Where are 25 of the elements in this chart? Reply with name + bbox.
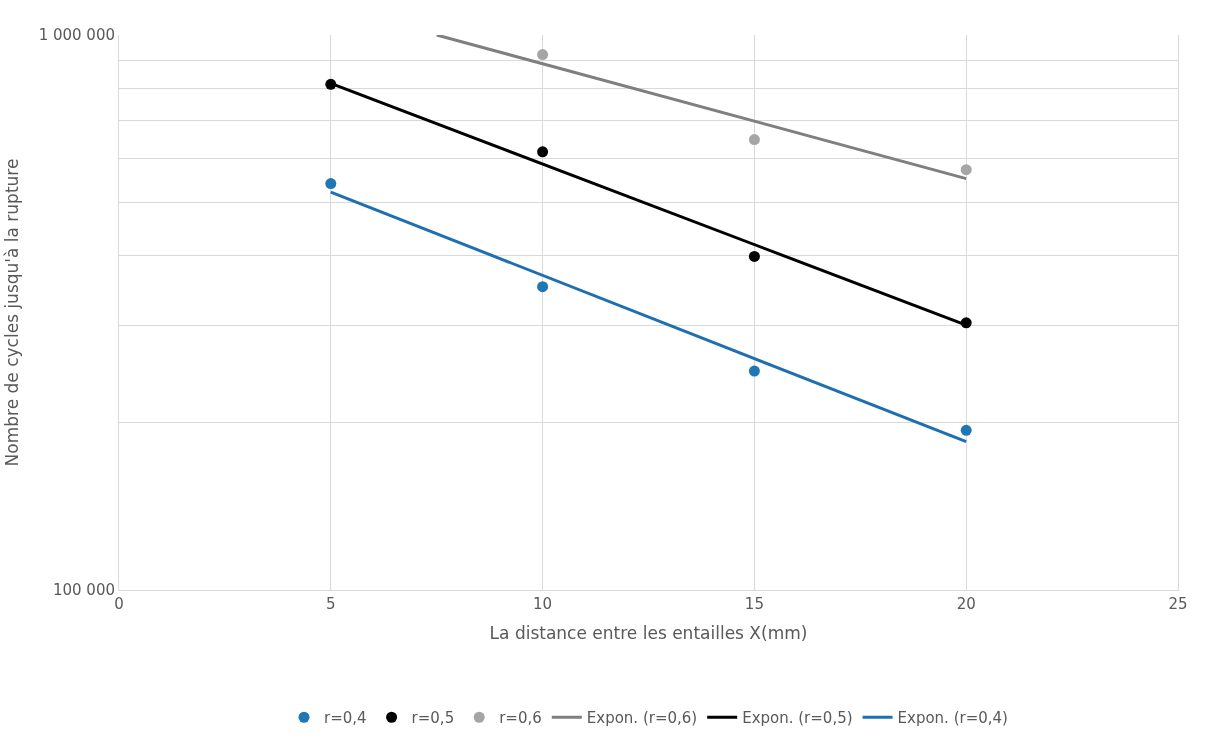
point [960, 164, 972, 176]
x-tick-label: 25 [1168, 595, 1188, 613]
x-tick-label: 0 [114, 595, 124, 613]
legend-label: Expon. (r=0,4) [897, 709, 1008, 728]
legend-label: Expon. (r=0,5) [742, 709, 853, 728]
x-tick-label: 20 [956, 595, 976, 613]
legend-label: Expon. (r=0,6) [586, 709, 698, 728]
x-tick-label: 10 [533, 595, 553, 613]
legend-label: r=0,4 [324, 709, 367, 728]
legend-label: r=0,5 [411, 709, 455, 728]
point [537, 146, 549, 158]
point [537, 281, 549, 293]
point [325, 178, 337, 190]
point [748, 365, 760, 377]
legend-label: r=0,6 [499, 709, 542, 728]
y-tick-label: 1 000 000 [38, 26, 115, 45]
point [960, 424, 972, 436]
point [748, 250, 760, 262]
x-axis-title: La distance entre les entailles X(mm) [489, 623, 808, 644]
x-tick-label: 15 [744, 595, 764, 613]
point [537, 49, 549, 61]
point [748, 134, 760, 146]
y-axis-title: Nombre de cycles jusqu'à la rupture [2, 158, 23, 467]
x-tick-label: 5 [326, 595, 336, 613]
y-tick-label: 100 000 [52, 581, 115, 600]
